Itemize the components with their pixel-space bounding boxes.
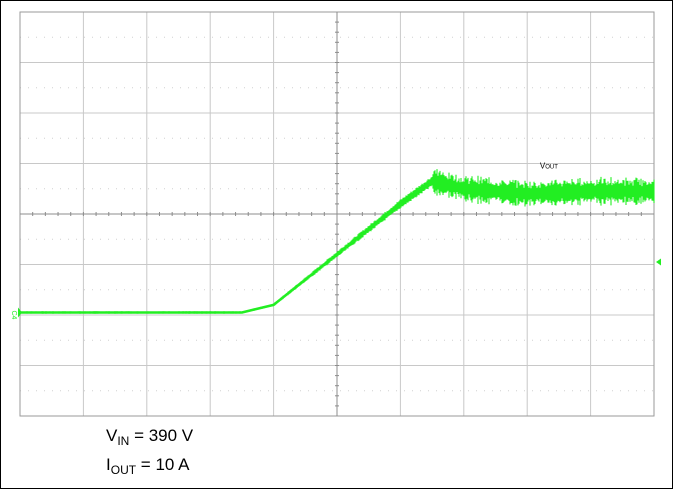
trace-label-sub: OUT [545, 164, 558, 170]
iout-value: = 10 A [136, 455, 190, 474]
output-current-note: IOUT = 10 A [106, 455, 190, 477]
level-markers: C4 [10, 258, 661, 320]
trigger-level-marker [656, 258, 661, 266]
vin-value: = 390 V [129, 426, 194, 445]
vin-sub: IN [117, 434, 130, 448]
input-voltage-note: VIN = 390 V [106, 426, 193, 448]
trace-label-prefix: V [540, 161, 546, 170]
vin-prefix: V [106, 426, 118, 445]
iout-prefix: I [106, 455, 111, 474]
channel-marker-label: C4 [10, 310, 17, 319]
series-vout-line [20, 179, 654, 314]
center-axis-ticks [20, 12, 654, 416]
iout-sub: OUT [110, 463, 137, 477]
trace-label-vout: VOUT [540, 161, 558, 170]
ground-marker-arrow [18, 307, 22, 318]
